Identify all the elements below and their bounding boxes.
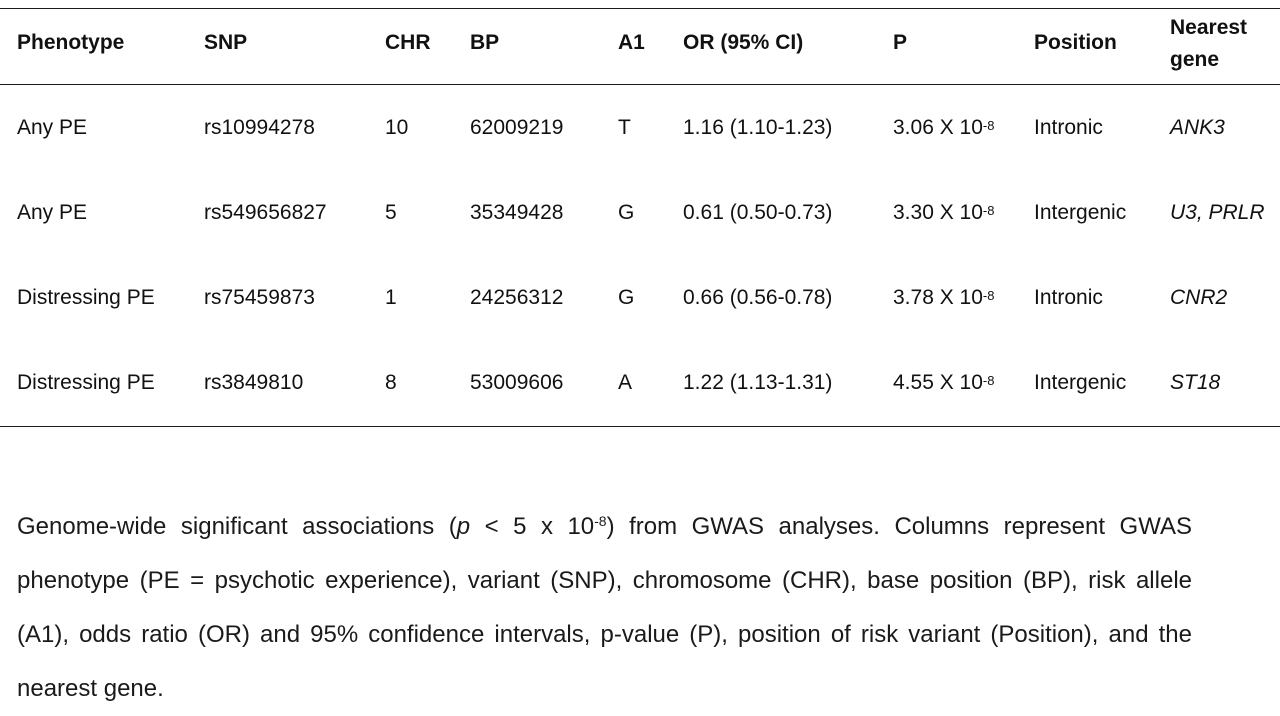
row1-snp: rs10994278 [204,116,315,139]
header-phenotype: Phenotype [17,31,125,54]
row3-bp: 24256312 [470,286,564,309]
row1-phenotype: Any PE [17,116,88,139]
header-nearest-gene-line1: Nearest [1170,16,1248,39]
row4-chr: 8 [385,371,397,394]
row3-chr: 1 [385,286,397,309]
row4-or: 1.22 (1.13-1.31) [683,371,833,394]
row3-position: Intronic [1034,286,1103,309]
table-top-rule [0,8,1280,9]
header-a1: A1 [618,31,645,54]
row2-a1: G [618,201,635,224]
row1-p: 3.06 X 10-8 [893,116,995,139]
row4-bp: 53009606 [470,371,564,394]
row2-chr: 5 [385,201,397,224]
table-caption: Genome-wide significant associations (p … [17,513,1192,702]
row1-or: 1.16 (1.10-1.23) [683,116,833,139]
row3-phenotype: Distressing PE [17,286,155,309]
header-or: OR (95% CI) [683,31,804,54]
header-p: P [893,31,908,54]
row4-p: 4.55 X 10-8 [893,371,995,394]
row1-bp: 62009219 [470,116,564,139]
header-chr: CHR [385,31,431,54]
row3-a1: G [618,286,635,309]
row3-snp: rs75459873 [204,286,315,309]
row2-phenotype: Any PE [17,201,88,224]
row1-chr: 10 [385,116,409,139]
row4-phenotype: Distressing PE [17,371,155,394]
row2-p: 3.30 X 10-8 [893,201,995,224]
row1-position: Intronic [1034,116,1103,139]
row4-snp: rs3849810 [204,371,304,394]
header-snp: SNP [204,31,248,54]
row2-gene: U3, PRLR [1170,201,1265,224]
header-bp: BP [470,31,500,54]
row4-gene: ST18 [1170,371,1221,394]
table-bottom-rule [0,426,1280,427]
row3-or: 0.66 (0.56-0.78) [683,286,833,309]
row1-a1: T [618,116,631,139]
row2-snp: rs549656827 [204,201,327,224]
row4-a1: A [618,371,633,394]
row2-bp: 35349428 [470,201,564,224]
row1-gene: ANK3 [1170,116,1225,139]
row3-p: 3.78 X 10-8 [893,286,995,309]
header-nearest-gene-line2: gene [1170,48,1220,71]
table-header-rule [0,84,1280,85]
row2-position: Intergenic [1034,201,1127,224]
row3-gene: CNR2 [1170,286,1228,309]
row2-or: 0.61 (0.50-0.73) [683,201,833,224]
header-position: Position [1034,31,1117,54]
row4-position: Intergenic [1034,371,1127,394]
